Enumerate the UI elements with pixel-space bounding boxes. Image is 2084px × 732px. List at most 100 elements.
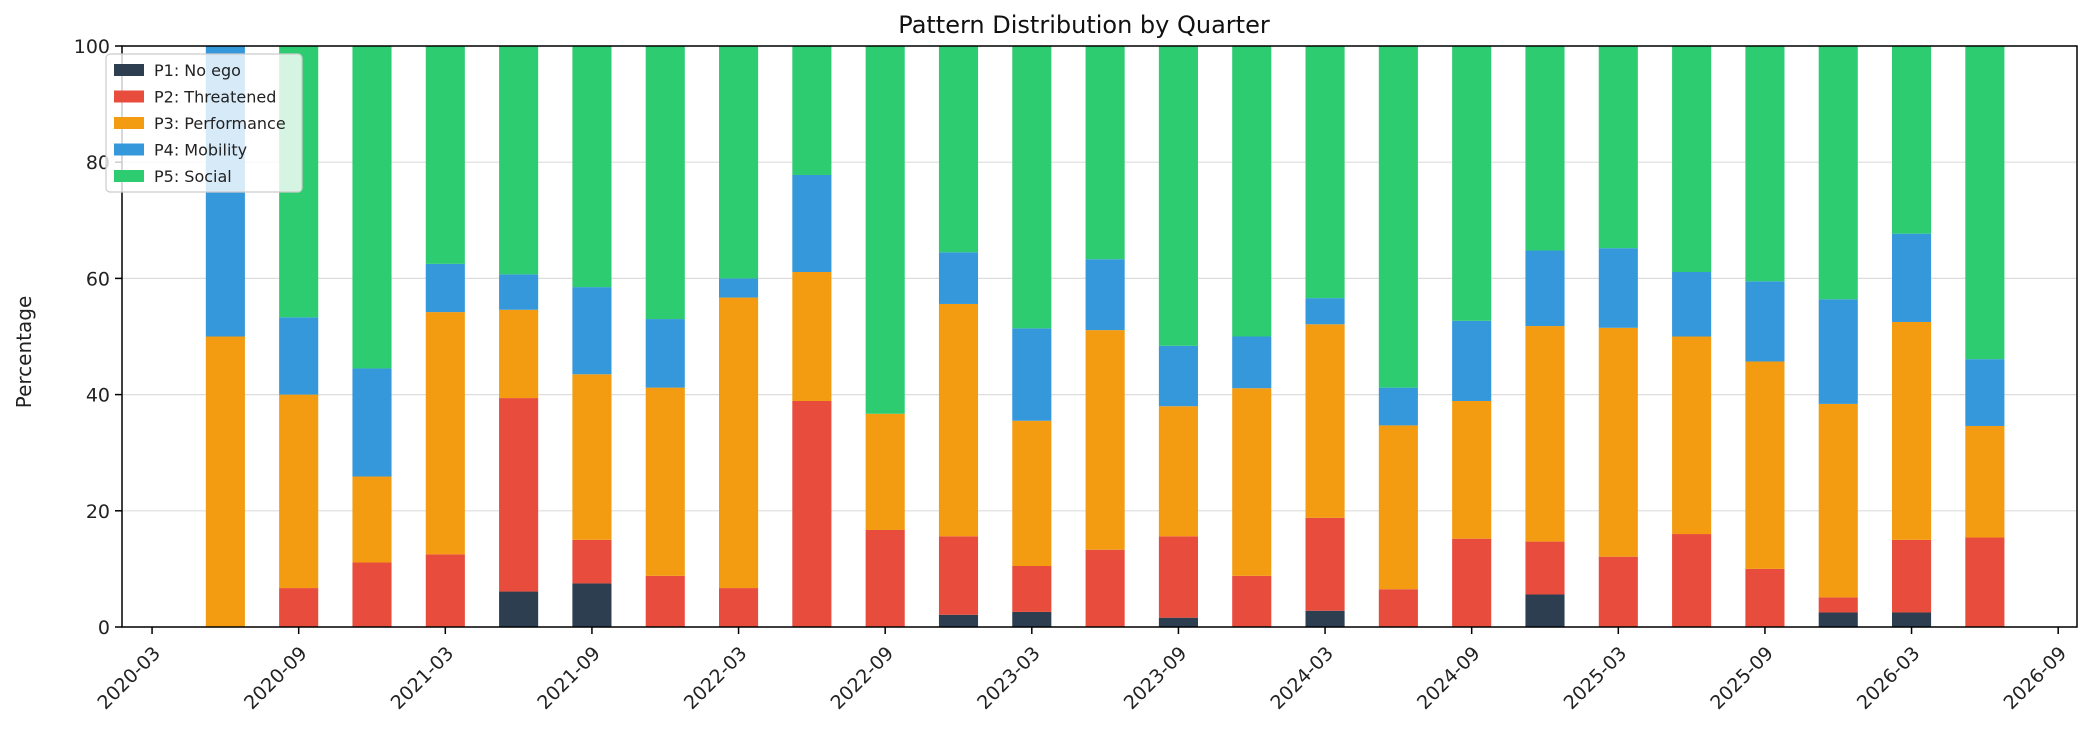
bar-segment — [1232, 388, 1272, 576]
bar-segment — [719, 297, 759, 589]
bar-segment — [645, 46, 685, 320]
bar-segment — [1818, 403, 1858, 598]
bar-segment — [1525, 326, 1565, 542]
legend-label: P3: Performance — [154, 114, 286, 133]
y-axis-title: Percentage — [12, 296, 36, 409]
bar-segment — [865, 529, 905, 627]
legend-label: P1: No ego — [154, 61, 241, 80]
bar-segment — [1965, 537, 2005, 627]
bar-segment — [499, 46, 539, 275]
bar-segment — [1232, 336, 1272, 389]
bar-segment — [1378, 387, 1418, 426]
bar-segment — [1965, 359, 2005, 426]
bar-segment — [938, 252, 979, 304]
bar-segment — [425, 263, 465, 313]
y-tick-label: 0 — [98, 617, 110, 639]
bar-segment — [1672, 336, 1712, 535]
bar-segment — [792, 174, 832, 273]
x-tick-label: 2022-03 — [680, 642, 752, 714]
bar-segment — [792, 46, 832, 175]
bar-segment — [1965, 425, 2005, 538]
bar-segment — [1158, 536, 1198, 618]
bar-segment — [645, 387, 685, 576]
legend-box — [105, 53, 303, 193]
bar-segment — [1158, 345, 1198, 407]
bar-segment — [572, 287, 612, 375]
x-tick-label: 2024-03 — [1266, 642, 1338, 714]
bar-segment — [1012, 328, 1052, 421]
legend: P1: No ego P2: Threatened P3: Performance P… — [105, 53, 303, 193]
bar-segment — [1305, 324, 1345, 518]
bar-segment — [352, 562, 392, 627]
bar-segment — [865, 413, 905, 530]
bar-segment — [1305, 517, 1345, 611]
bar-segment — [1158, 46, 1198, 346]
bar-segment — [1232, 575, 1272, 627]
legend-swatch — [114, 90, 144, 103]
bar-segment — [1525, 250, 1565, 327]
legend-swatch — [114, 64, 144, 76]
bar-segment — [1598, 46, 1638, 249]
x-tick-label: 2021-09 — [533, 642, 605, 714]
bar-segment — [1892, 612, 1932, 627]
bar-segment — [1598, 556, 1638, 627]
bar-segment — [1452, 46, 1492, 321]
y-tick-label: 60 — [86, 268, 110, 290]
bar-segment — [499, 398, 539, 592]
x-tick-label: 2020-09 — [240, 642, 312, 714]
x-tick-label: 2026-09 — [1999, 642, 2071, 714]
bar-segment — [205, 336, 245, 627]
bar-segment — [1598, 248, 1638, 328]
bar-segment — [352, 46, 392, 369]
bar-segment — [1892, 46, 1932, 234]
y-tick-label: 20 — [86, 501, 110, 523]
bar-segment — [499, 591, 539, 627]
bar-segment — [1745, 46, 1785, 282]
legend-label: P4: Mobility — [154, 141, 247, 160]
bar-segment — [1525, 594, 1565, 627]
bars — [205, 46, 2005, 627]
bar-segment — [938, 614, 979, 627]
bar-segment — [1525, 46, 1565, 251]
bar-segment — [1892, 539, 1932, 613]
bar-segment — [1232, 46, 1272, 337]
bar-segment — [792, 400, 832, 627]
bar-segment — [425, 554, 465, 627]
bar-segment — [1525, 541, 1565, 595]
bar-segment — [1012, 46, 1052, 329]
plot-frame — [121, 45, 2078, 628]
bar-segment — [1305, 46, 1345, 299]
legend-swatch — [114, 170, 144, 182]
legend-label: P2: Threatened — [154, 88, 276, 107]
bar-segment — [1378, 425, 1418, 590]
bar-segment — [1378, 46, 1418, 388]
bar-segment — [1452, 538, 1492, 627]
bar-segment — [279, 317, 319, 395]
x-tick-label: 2024-09 — [1413, 642, 1485, 714]
bar-segment — [425, 312, 465, 555]
bar-segment — [499, 309, 539, 399]
bar-segment — [1158, 617, 1198, 627]
bar-segment — [1892, 233, 1932, 322]
x-tick-label: 2020-03 — [93, 642, 165, 714]
bar-segment — [572, 374, 612, 540]
bar-segment — [572, 46, 612, 288]
bar-segment — [572, 539, 612, 584]
bar-segment — [719, 46, 759, 279]
bar-segment — [1818, 299, 1858, 404]
bar-segment — [1672, 46, 1712, 273]
chart-title: Pattern Distribution by Quarter — [898, 11, 1270, 39]
x-tick-label: 2026-03 — [1853, 642, 1925, 714]
bar-segment — [1012, 420, 1052, 566]
bar-segment — [938, 536, 979, 615]
bar-segment — [1452, 320, 1492, 401]
bar-segment — [1085, 46, 1125, 260]
bar-segment — [645, 575, 685, 627]
y-tick-label: 80 — [86, 152, 110, 174]
bar-segment — [792, 272, 832, 401]
bar-segment — [1818, 612, 1858, 627]
bar-segment — [1012, 565, 1052, 612]
bar-segment — [352, 368, 392, 477]
